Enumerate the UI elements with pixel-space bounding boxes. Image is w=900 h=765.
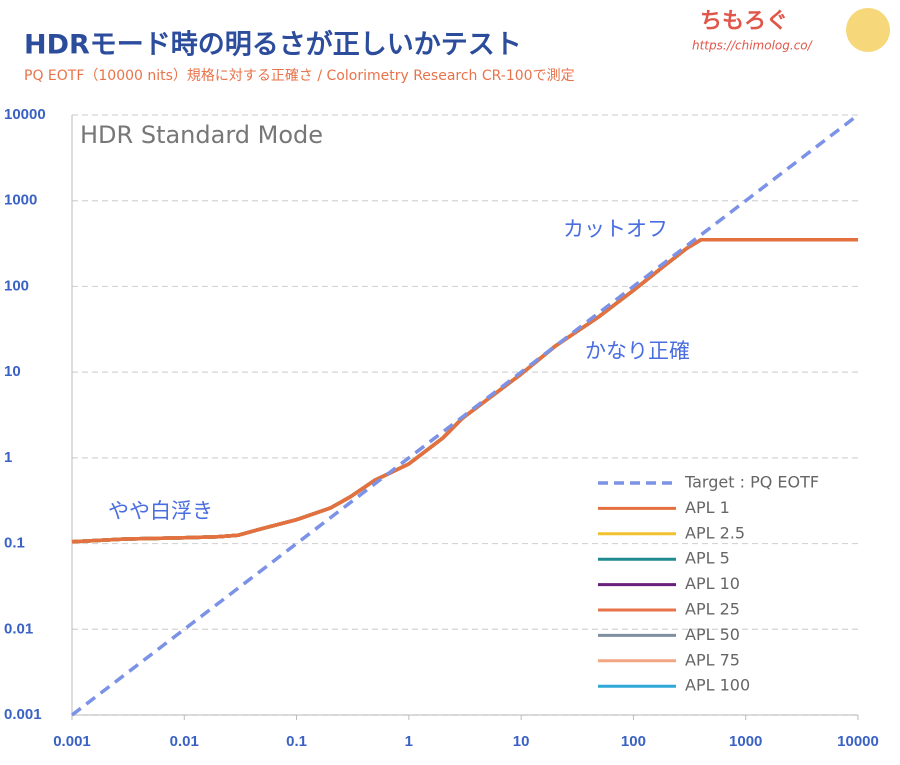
logo: ちもろぐ bbox=[700, 9, 788, 34]
y-tick-label: 1000 bbox=[4, 192, 37, 209]
y-tick-label: 0.001 bbox=[4, 706, 42, 723]
legend-label: APL 10 bbox=[685, 574, 740, 593]
legend-label: APL 75 bbox=[685, 650, 740, 669]
annotation: かなり正確 bbox=[585, 339, 690, 363]
legend-label: APL 5 bbox=[685, 549, 730, 568]
legend-label: APL 1 bbox=[685, 498, 730, 517]
series-line bbox=[71, 238, 858, 544]
x-tick-label: 1000 bbox=[729, 733, 762, 750]
chart-subtitle: PQ EOTF（10000 nits）規格に対する正確さ / Colorimet… bbox=[24, 68, 575, 84]
legend-label: APL 25 bbox=[685, 600, 740, 619]
x-tick-label: 0.01 bbox=[170, 733, 199, 750]
y-tick-label: 10000 bbox=[4, 106, 46, 123]
mascot-icon bbox=[846, 8, 890, 52]
annotation: カットオフ bbox=[563, 217, 668, 241]
legend-label: APL 2.5 bbox=[685, 523, 745, 542]
plot-label: HDR Standard Mode bbox=[80, 121, 323, 149]
logo-url: https://chimolog.co/ bbox=[692, 39, 814, 53]
legend-label: Target : PQ EOTF bbox=[684, 473, 819, 492]
chart-title: HDRモード時の明るさが正しいかテスト bbox=[24, 29, 522, 61]
y-tick-label: 1 bbox=[4, 449, 12, 466]
x-tick-label: 1 bbox=[405, 733, 413, 750]
y-tick-label: 10 bbox=[4, 363, 21, 380]
x-tick-label: 10 bbox=[513, 733, 530, 750]
legend-label: APL 50 bbox=[685, 625, 740, 644]
legend-label: APL 100 bbox=[685, 676, 750, 695]
y-tick-label: 0.1 bbox=[4, 535, 25, 552]
target-line bbox=[70, 113, 860, 717]
x-tick-label: 0.001 bbox=[53, 733, 91, 750]
x-tick-label: 0.1 bbox=[286, 733, 307, 750]
annotation: やや白浮き bbox=[108, 499, 213, 523]
y-tick-label: 0.01 bbox=[4, 620, 33, 637]
x-tick-label: 10000 bbox=[837, 733, 879, 750]
y-tick-label: 100 bbox=[4, 277, 29, 294]
x-tick-label: 100 bbox=[621, 733, 646, 750]
